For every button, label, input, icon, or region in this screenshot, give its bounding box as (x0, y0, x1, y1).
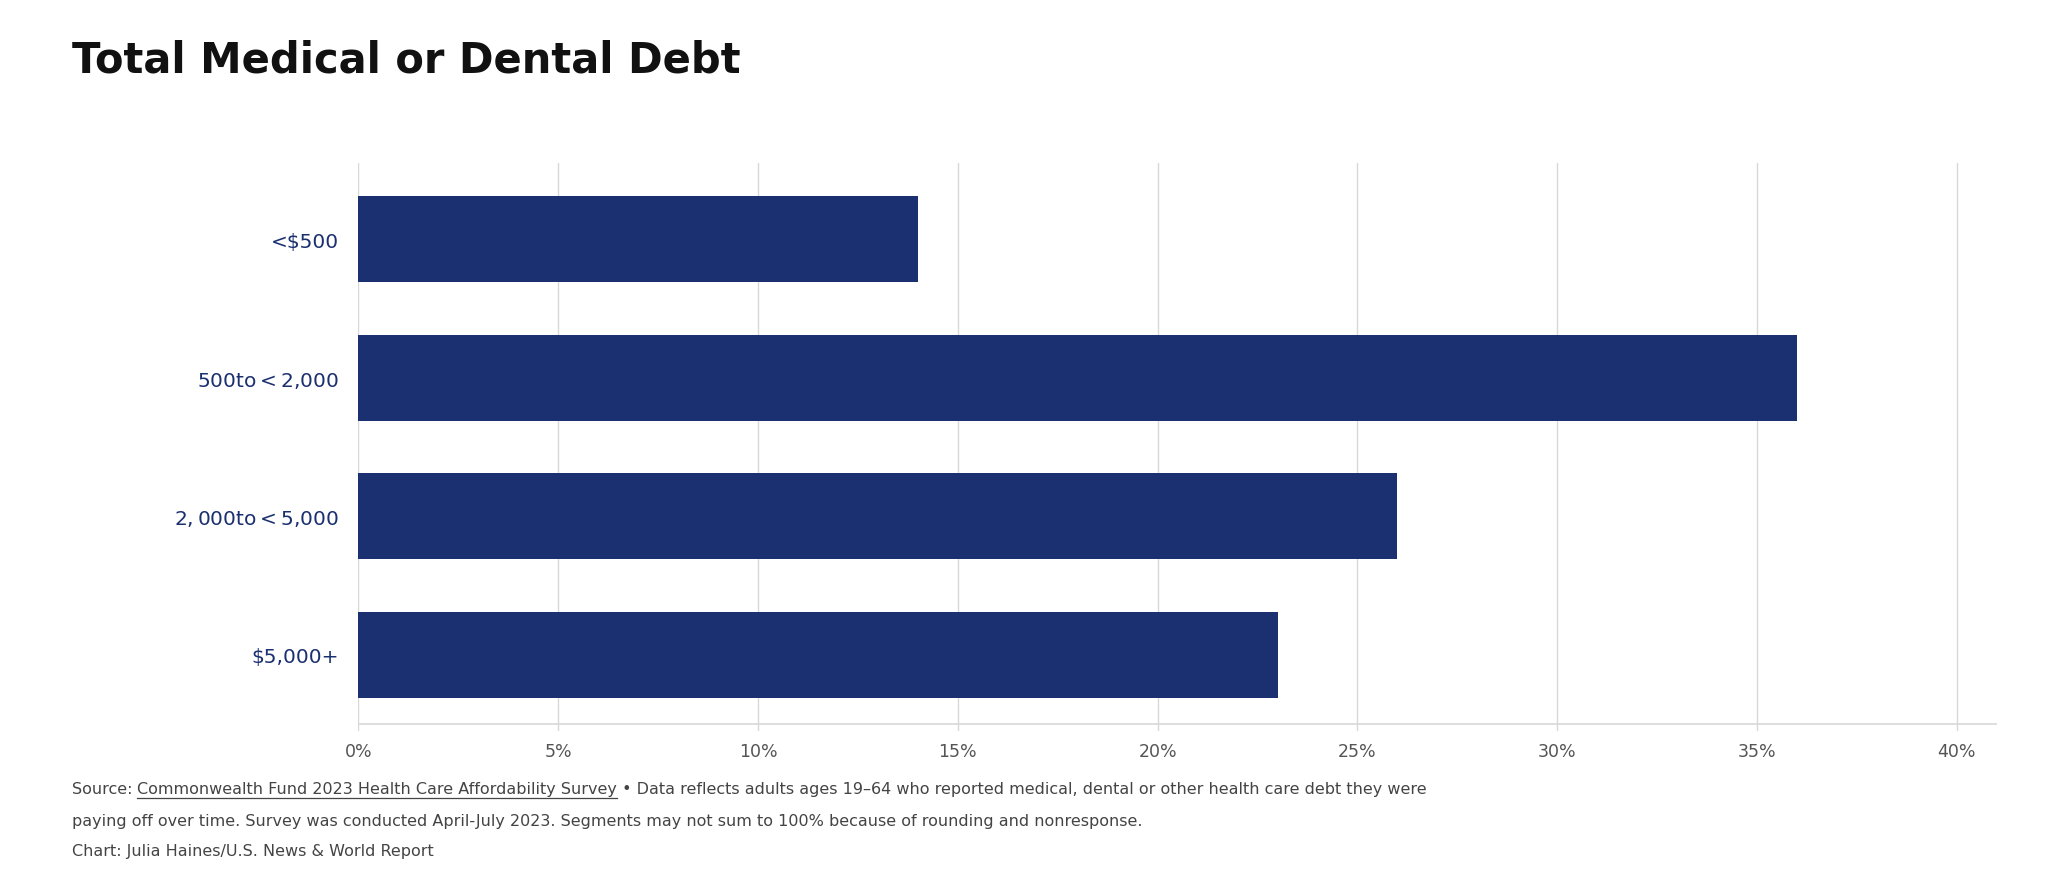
Bar (358, 336, 1796, 421)
Bar (358, 197, 918, 283)
Bar (358, 474, 1397, 559)
Text: Commonwealth Fund 2023 Health Care Affordability Survey: Commonwealth Fund 2023 Health Care Affor… (137, 781, 616, 797)
Text: Total Medical or Dental Debt: Total Medical or Dental Debt (72, 40, 739, 82)
Bar (358, 612, 1278, 698)
Text: • Data reflects adults ages 19–64 who reported medical, dental or other health c: • Data reflects adults ages 19–64 who re… (616, 781, 1427, 797)
Text: Source:: Source: (72, 781, 137, 797)
Text: paying off over time. Survey was conducted April-July 2023. Segments may not sum: paying off over time. Survey was conduct… (72, 813, 1143, 828)
Text: Chart: Julia Haines/U.S. News & World Report: Chart: Julia Haines/U.S. News & World Re… (72, 843, 434, 859)
